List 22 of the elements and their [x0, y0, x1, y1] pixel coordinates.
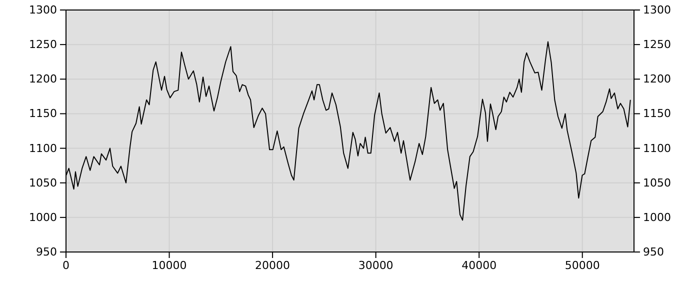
x-tick-label: 20000 — [255, 258, 290, 272]
y2-tick-label: 1250 — [643, 38, 671, 52]
x-tick-label: 0 — [62, 258, 70, 272]
x-tick-label: 10000 — [152, 258, 187, 272]
y-tick-label: 1000 — [29, 210, 57, 224]
y2-tick-label: 1000 — [643, 210, 671, 224]
x-tick-label: 50000 — [564, 258, 600, 272]
y2-tick-label: 1150 — [643, 107, 671, 120]
x-tick-label: 30000 — [358, 258, 394, 272]
y2-tick-label: 950 — [643, 246, 664, 259]
y-tick-label: 1050 — [29, 176, 57, 190]
y-tick-label: 950 — [36, 246, 57, 259]
y2-tick-label: 1200 — [643, 72, 671, 86]
y-tick-label: 1150 — [29, 107, 57, 120]
y-tick-label: 1200 — [29, 72, 57, 86]
y2-tick-label: 1050 — [643, 176, 671, 190]
x-tick-label: 40000 — [462, 258, 497, 272]
y2-tick-label: 1100 — [643, 142, 671, 155]
y2-tick-label: 1300 — [643, 4, 671, 17]
y-tick-label: 1250 — [29, 38, 57, 52]
y-tick-label: 1100 — [29, 142, 57, 155]
y-tick-label: 1300 — [29, 4, 57, 17]
